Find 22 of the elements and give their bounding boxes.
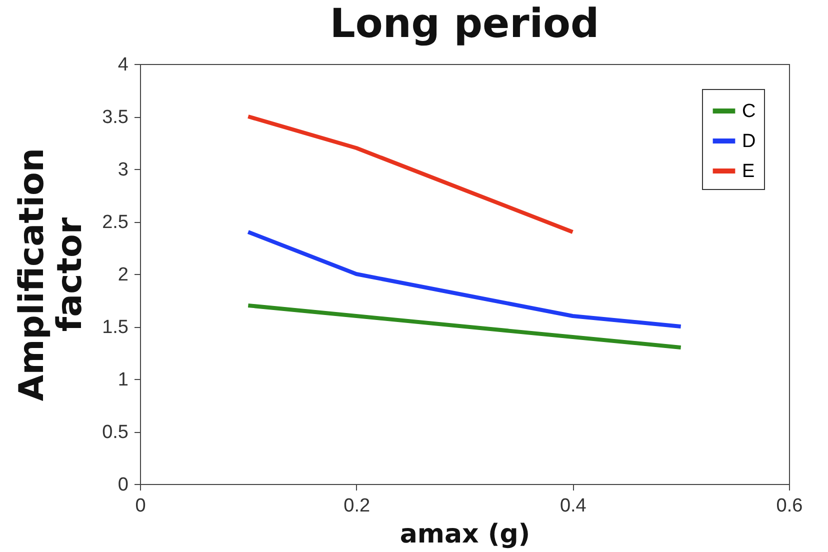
x-axis-title: amax (g) — [400, 520, 530, 550]
line-series — [246, 304, 683, 350]
line-series — [246, 114, 575, 234]
y-axis-title: Amplification factor — [12, 148, 90, 402]
y-tick-label: 3 — [118, 160, 128, 180]
x-tick-label: 0.6 — [776, 496, 803, 516]
y-tick-label: 2.5 — [102, 212, 128, 233]
legend-label: C — [742, 101, 756, 122]
y-tick-label: 0.5 — [102, 422, 128, 443]
x-tick-label: 0 — [135, 496, 146, 516]
legend-label: E — [742, 161, 755, 182]
y-tick-label: 1 — [118, 370, 128, 390]
x-tick-label: 0.4 — [560, 496, 587, 516]
legend-label: D — [742, 131, 756, 152]
line-series — [246, 230, 683, 328]
y-tick-label: 2 — [118, 264, 128, 286]
y-tick-label: 0 — [118, 474, 128, 496]
y-tick-label: 4 — [118, 54, 129, 76]
chart-title: Long period — [330, 1, 600, 47]
y-tick-label: 1.5 — [102, 317, 128, 338]
x-tick-label: 0.2 — [344, 496, 370, 516]
y-tick-label: 3.5 — [102, 107, 128, 128]
